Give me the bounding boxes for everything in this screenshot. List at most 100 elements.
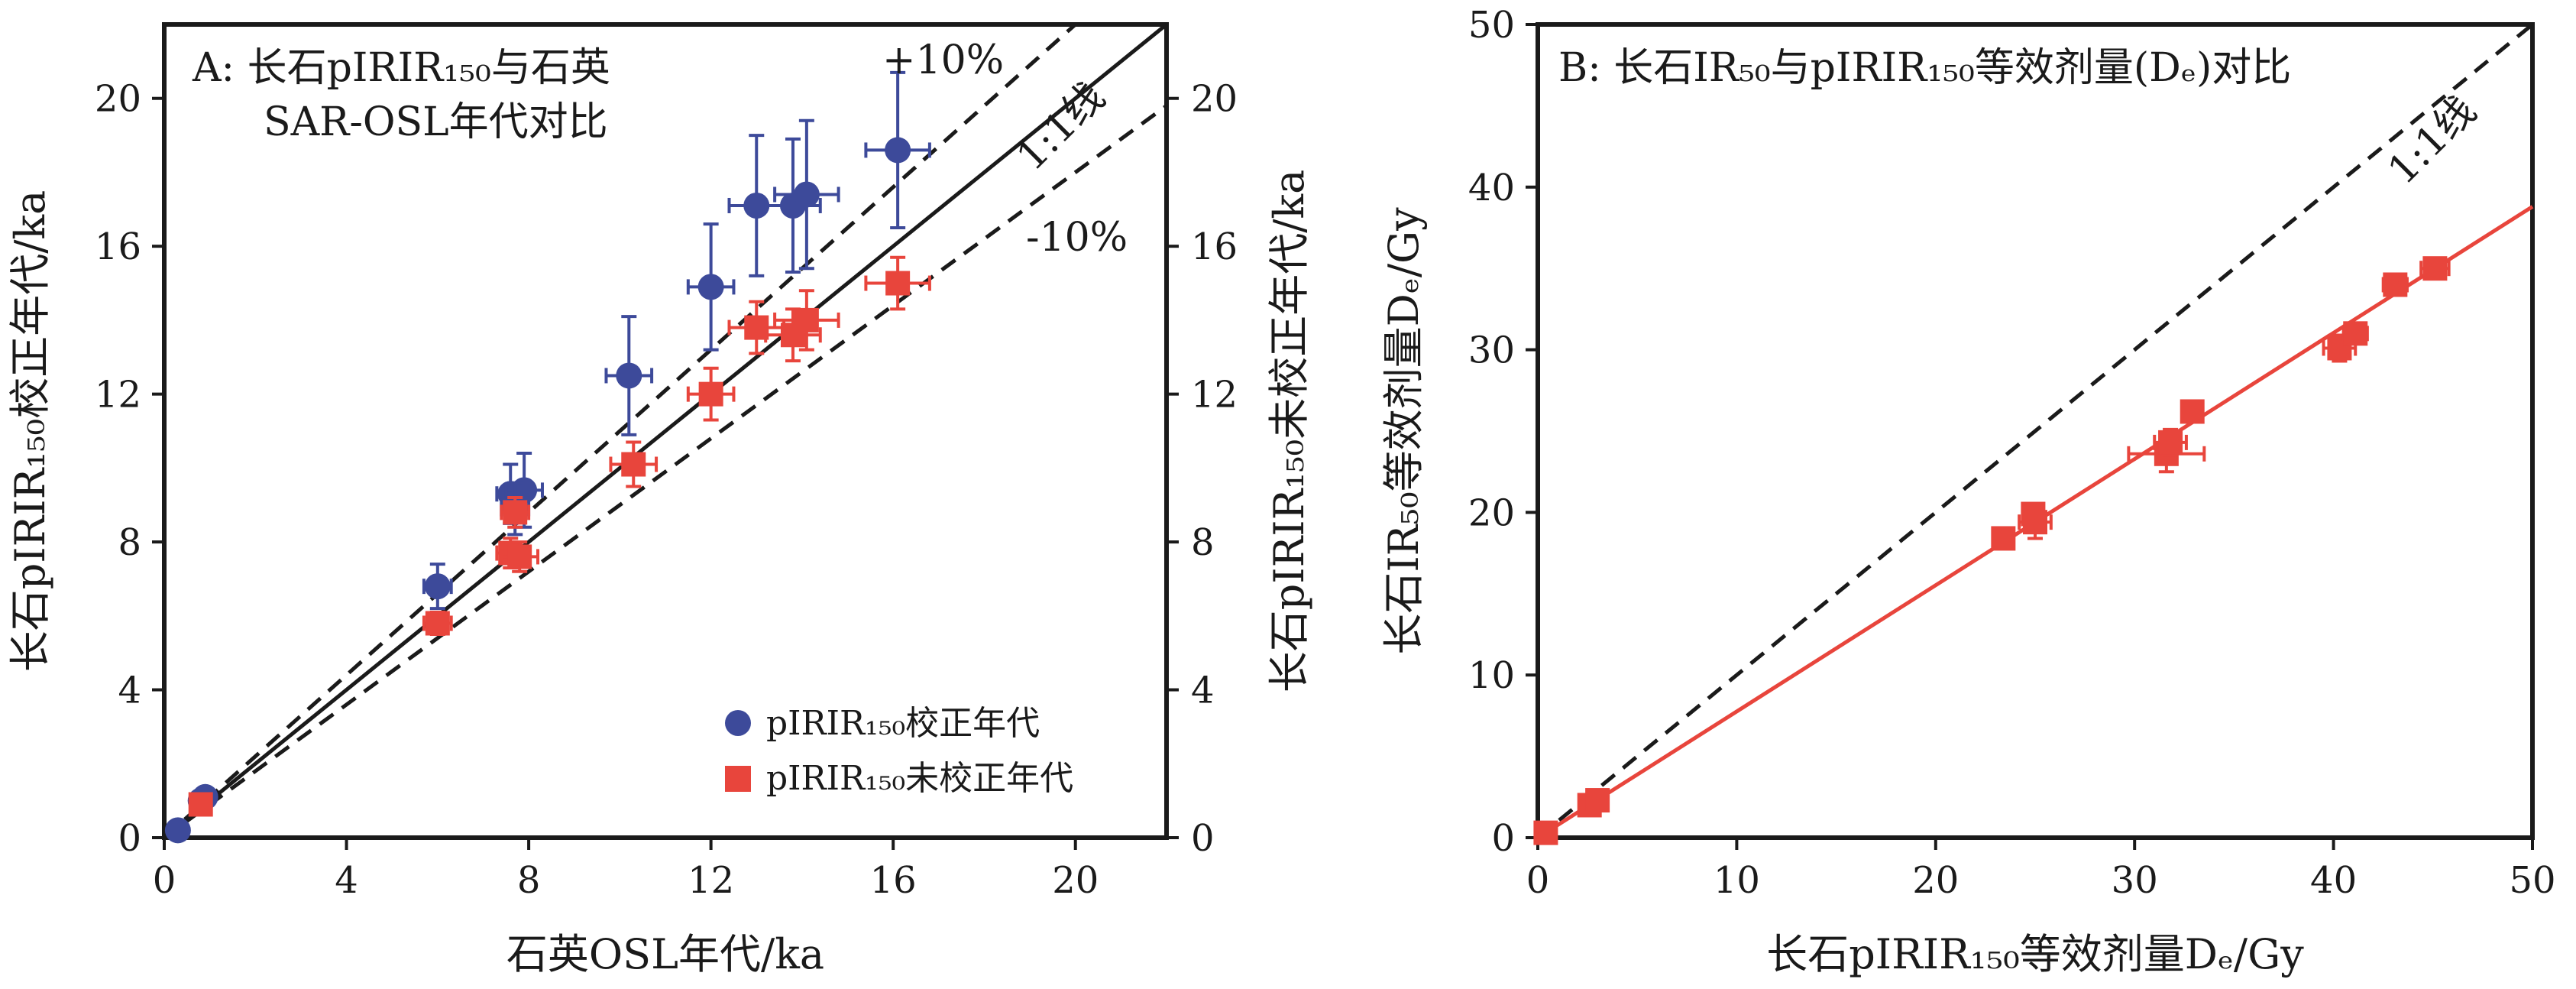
panel-a-y-tick-label: 0 [118, 817, 141, 860]
marker-square [2343, 321, 2368, 346]
panel-b-y-tick-label: 10 [1468, 654, 1515, 697]
panel-a-right-y-tick-label: 12 [1191, 374, 1238, 417]
panel-b-series-0-point [2153, 427, 2188, 457]
panel-b-one-to-one-label: 1:1线 [2380, 88, 2485, 193]
panel-a-x-tick-label: 20 [1052, 859, 1099, 902]
panel-a-series-1-point [188, 792, 213, 817]
panel-a-y-tick-label: 8 [118, 521, 141, 564]
panel-a-ticks: 0 4 8 12 16 20 0 4 8 12 16 20 0 4 8 12 16 20 [95, 78, 1238, 902]
marker-circle [743, 192, 770, 219]
panel-b-series-0-point [2180, 399, 2205, 424]
marker-circle [697, 274, 724, 300]
panel-a-series-0-point [773, 118, 840, 271]
panel-b-title: B: 长石IR₅₀与pIRIR₁₅₀等效剂量(Dₑ)对比 [1558, 45, 2291, 91]
panel-a-right-y-tick-label: 8 [1191, 521, 1215, 564]
panel-b-line-0 [1536, 23, 2534, 839]
panel-a-series-1-point [609, 440, 659, 488]
panel-a-series-1-point [727, 300, 786, 355]
panel-b-series-0-point [2341, 321, 2369, 346]
marker-square [2422, 256, 2448, 281]
marker-square [2023, 510, 2047, 535]
marker-circle [164, 817, 191, 844]
panel-a-minus10-label: -10% [1026, 215, 1128, 261]
panel-b-plot-frame [1536, 22, 2535, 840]
panel-b-y-tick-label: 40 [1468, 167, 1515, 209]
panel-a-y-tick-label: 4 [118, 670, 141, 712]
panel-a-series-0-point [686, 222, 736, 352]
panel-a-series-0-point [864, 70, 931, 229]
panel-a-right-y-tick-label: 20 [1191, 78, 1238, 121]
marker-circle [885, 137, 911, 164]
marker-square [1533, 820, 1558, 845]
panel-a-x-tick-label: 4 [335, 859, 358, 902]
panel-a-series-0-point [164, 817, 191, 844]
panel-b-series-0-point [2419, 256, 2451, 281]
panel-b-x-tick-label: 30 [2112, 859, 2158, 902]
panel-b-ticks: 0 10 20 30 40 50 0 10 20 30 40 50 [1468, 4, 2556, 902]
panel-a-plus10-label: +10% [882, 37, 1004, 83]
panel-a-series-0-point [604, 315, 654, 436]
legend-marker-uncorrected [725, 766, 751, 792]
legend-label-corrected: pIRIR₁₅₀校正年代 [766, 704, 1040, 743]
panel-b-x-tick-label: 0 [1526, 859, 1550, 902]
legend-marker-corrected [725, 710, 751, 736]
legend: pIRIR₁₅₀校正年代 pIRIR₁₅₀未校正年代 [725, 704, 1073, 798]
panel-a-title: A: 长石pIRIR₁₅₀与石英 [192, 45, 610, 91]
panel-b-series-0-point [2381, 272, 2409, 297]
marker-circle [424, 573, 451, 600]
panel-b-x-tick-label: 10 [1714, 859, 1760, 902]
panel-b-series-0-point [1533, 820, 1558, 845]
panel-a-line-0 [163, 23, 1168, 839]
legend-label-uncorrected: pIRIR₁₅₀未校正年代 [766, 759, 1073, 798]
panel-b-x-tick-label: 40 [2310, 859, 2357, 902]
panel-a-x-tick-label: 16 [870, 859, 917, 902]
panel-a-x-tick-label: 12 [688, 859, 734, 902]
panel-b-x-tick-label: 50 [2509, 859, 2555, 902]
panel-b-series-0-point [1585, 788, 1610, 813]
marker-square [188, 792, 213, 817]
marker-square [885, 271, 911, 296]
marker-square [2180, 399, 2205, 424]
panel-a-series-1-point [773, 289, 840, 352]
marker-square [698, 381, 723, 407]
panel-a-plot-frame [162, 22, 1169, 840]
panel-a-series-1-point [686, 366, 736, 422]
panel-a-right-y-tick-label: 16 [1191, 225, 1238, 268]
panel-b-series-0-point [2018, 504, 2053, 540]
marker-square [794, 307, 819, 332]
panel-b: 0 10 20 30 40 50 0 10 20 30 40 50 B: 长石IR₅₀与pIRIR₁₅… [1380, 4, 2556, 978]
marker-square [425, 611, 450, 636]
panel-a-series-1-point [422, 610, 453, 636]
panel-a-one-to-one-label: 1:1线 [1008, 74, 1114, 180]
panel-a-series-0-point [422, 563, 453, 611]
panel-a-series-1-point [500, 496, 531, 529]
panel-a-line-2 [163, 104, 1168, 840]
marker-square [1991, 526, 2016, 551]
panel-a-data-points [164, 70, 931, 844]
panel-a-y-axis-title: 长石pIRIR₁₅₀校正年代/ka [6, 190, 54, 673]
marker-square [507, 544, 532, 569]
panel-b-y-tick-label: 0 [1491, 817, 1515, 860]
panel-b-reference-lines [1536, 23, 2534, 840]
panel-a-series-1-point [500, 540, 540, 573]
panel-a-x-tick-label: 8 [517, 859, 541, 902]
panel-a-series-1-point [864, 255, 931, 311]
panel-b-x-tick-label: 20 [1912, 859, 1959, 902]
marker-circle [616, 362, 642, 389]
panel-a-reference-lines [163, 23, 1168, 840]
marker-square [503, 500, 528, 525]
marker-square [2383, 272, 2408, 297]
panel-b-series-0-point [1991, 526, 2016, 551]
panel-b-y-tick-label: 30 [1468, 329, 1515, 372]
panel-b-y-axis-title: 长石IR₅₀等效剂量Dₑ/Gy [1380, 207, 1428, 655]
panel-a-line-1 [163, 23, 1077, 839]
panel-a-x-tick-label: 0 [153, 859, 176, 902]
panel-b-y-tick-label: 20 [1468, 491, 1515, 534]
marker-square [1585, 788, 1610, 813]
panel-a-subtitle: SAR-OSL年代对比 [264, 99, 608, 145]
panel-b-y-tick-label: 50 [1468, 4, 1515, 47]
marker-circle [793, 181, 820, 208]
panel-a-right-y-axis-title: 长石pIRIR₁₅₀未校正年代/ka [1265, 170, 1313, 693]
panel-a-x-axis-title: 石英OSL年代/ka [506, 930, 824, 978]
